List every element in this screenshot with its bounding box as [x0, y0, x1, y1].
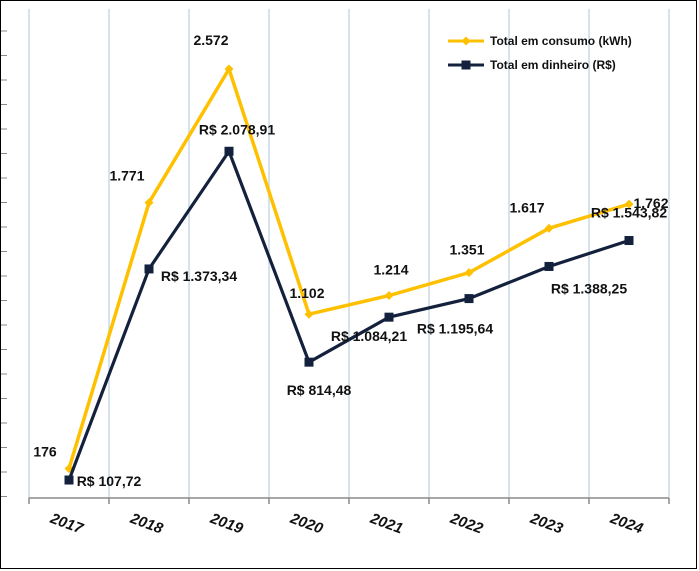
x-tick-label-2022: 2022 [447, 510, 486, 538]
dinheiro-marker-2024 [624, 236, 634, 246]
dinheiro-marker-2019 [224, 146, 234, 156]
dinheiro-data-label-2017: R$ 107,72 [77, 473, 142, 489]
dinheiro-marker-2021 [384, 312, 394, 322]
dinheiro-data-label-2018: R$ 1.373,34 [161, 268, 237, 284]
consumo-data-label-2018: 1.771 [109, 168, 144, 184]
dinheiro-marker-2023 [544, 261, 554, 271]
consumo-data-label-2020: 1.102 [289, 285, 324, 301]
legend-label-0: Total em consumo (kWh) [490, 34, 632, 48]
series-line-1 [67, 147, 630, 481]
series-line-0 [67, 64, 630, 470]
dinheiro-data-label-2020: R$ 814,48 [287, 382, 352, 398]
x-tick-label-2017: 2017 [47, 510, 86, 538]
consumo-marker-2020 [304, 309, 314, 319]
x-tick-label-2021: 2021 [367, 510, 405, 538]
dinheiro-marker-2018 [144, 264, 154, 274]
legend-marker-1 [461, 60, 471, 70]
consumo-marker-2024 [624, 199, 634, 209]
consumo-marker-2021 [384, 291, 394, 301]
dinheiro-data-label-2024: R$ 1.543,82 [591, 205, 667, 221]
consumo-marker-2018 [144, 198, 154, 208]
consumo-marker-2022 [464, 268, 474, 278]
x-tick-label-2023: 2023 [527, 510, 566, 538]
dinheiro-data-label-2022: R$ 1.195,64 [417, 321, 493, 337]
x-tick-label-2024: 2024 [607, 510, 646, 538]
consumo-marker-2019 [224, 64, 234, 74]
dinheiro-data-label-2019: R$ 2.078,91 [199, 121, 275, 137]
consumo-data-label-2021: 1.214 [373, 262, 408, 278]
legend-label-1: Total em dinheiro (R$) [490, 58, 616, 72]
dinheiro-marker-2020 [304, 357, 314, 367]
x-tick-label-2018: 2018 [127, 510, 166, 538]
dinheiro-marker-2017 [64, 475, 74, 485]
dinheiro-data-label-2023: R$ 1.388,25 [551, 280, 627, 296]
consumo-data-label-2024: 1.762 [633, 195, 668, 211]
consumo-data-label-2023: 1.617 [509, 199, 544, 215]
consumo-marker-2023 [544, 223, 554, 233]
consumo-data-label-2017: 176 [33, 444, 57, 460]
legend-marker-0 [461, 36, 471, 46]
consumo-data-label-2019: 2.572 [193, 32, 228, 48]
x-tick-label-2020: 2020 [287, 510, 326, 538]
dinheiro-marker-2022 [464, 294, 474, 304]
consumo-data-label-2022: 1.351 [449, 242, 484, 258]
dinheiro-data-label-2021: R$ 1.084,21 [331, 328, 407, 344]
x-tick-label-2019: 2019 [207, 510, 246, 538]
